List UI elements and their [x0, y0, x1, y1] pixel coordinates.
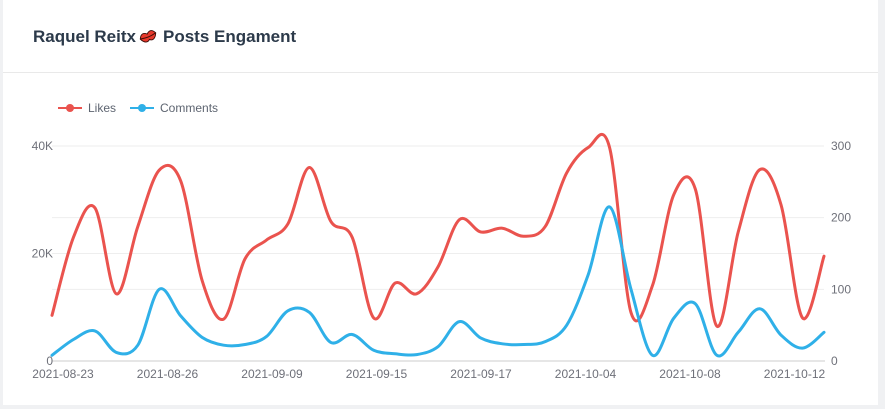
x-axis-label: 2021-09-09 [241, 367, 303, 381]
y-axis-left-label: 20K [32, 247, 53, 261]
legend-label-comments: Comments [160, 101, 219, 115]
series-line-comments[interactable] [50, 205, 826, 358]
x-axis-label: 2021-09-17 [450, 367, 512, 381]
y-axis-right-label: 100 [831, 282, 851, 296]
page-title: Raquel Reitx Posts Engament [33, 26, 296, 46]
x-axis-label: 2021-09-15 [346, 367, 408, 381]
y-axis-right-label: 200 [831, 211, 851, 225]
chart-card: Raquel Reitx Posts Engament Likes Com [3, 0, 878, 405]
page-title-prefix: Raquel Reitx [33, 26, 136, 46]
y-axis-right-label: 0 [831, 354, 838, 368]
page-title-suffix: Posts Engament [162, 26, 297, 46]
kiss-mark-icon [139, 30, 157, 43]
x-axis-label: 2021-10-04 [555, 367, 617, 381]
likes-line-marker-icon [58, 104, 82, 112]
x-axis-label: 2021-08-23 [32, 367, 94, 381]
x-axis-label: 2021-10-12 [764, 367, 826, 381]
legend-label-likes: Likes [88, 101, 117, 115]
legend-item-likes[interactable]: Likes [58, 100, 116, 116]
x-axis-label: 2021-10-08 [659, 367, 721, 381]
series-line-likes[interactable] [50, 132, 826, 328]
legend-item-comments[interactable]: Comments [130, 100, 218, 116]
y-axis-left-label: 40K [32, 139, 53, 153]
card-header: Raquel Reitx Posts Engament [3, 0, 878, 73]
comments-line-marker-icon [130, 104, 155, 112]
y-axis-right-label: 300 [831, 139, 851, 153]
y-axis-left-label: 0 [46, 354, 53, 368]
x-axis-label: 2021-08-26 [137, 367, 199, 381]
chart-legend: Likes Comments [58, 100, 218, 116]
